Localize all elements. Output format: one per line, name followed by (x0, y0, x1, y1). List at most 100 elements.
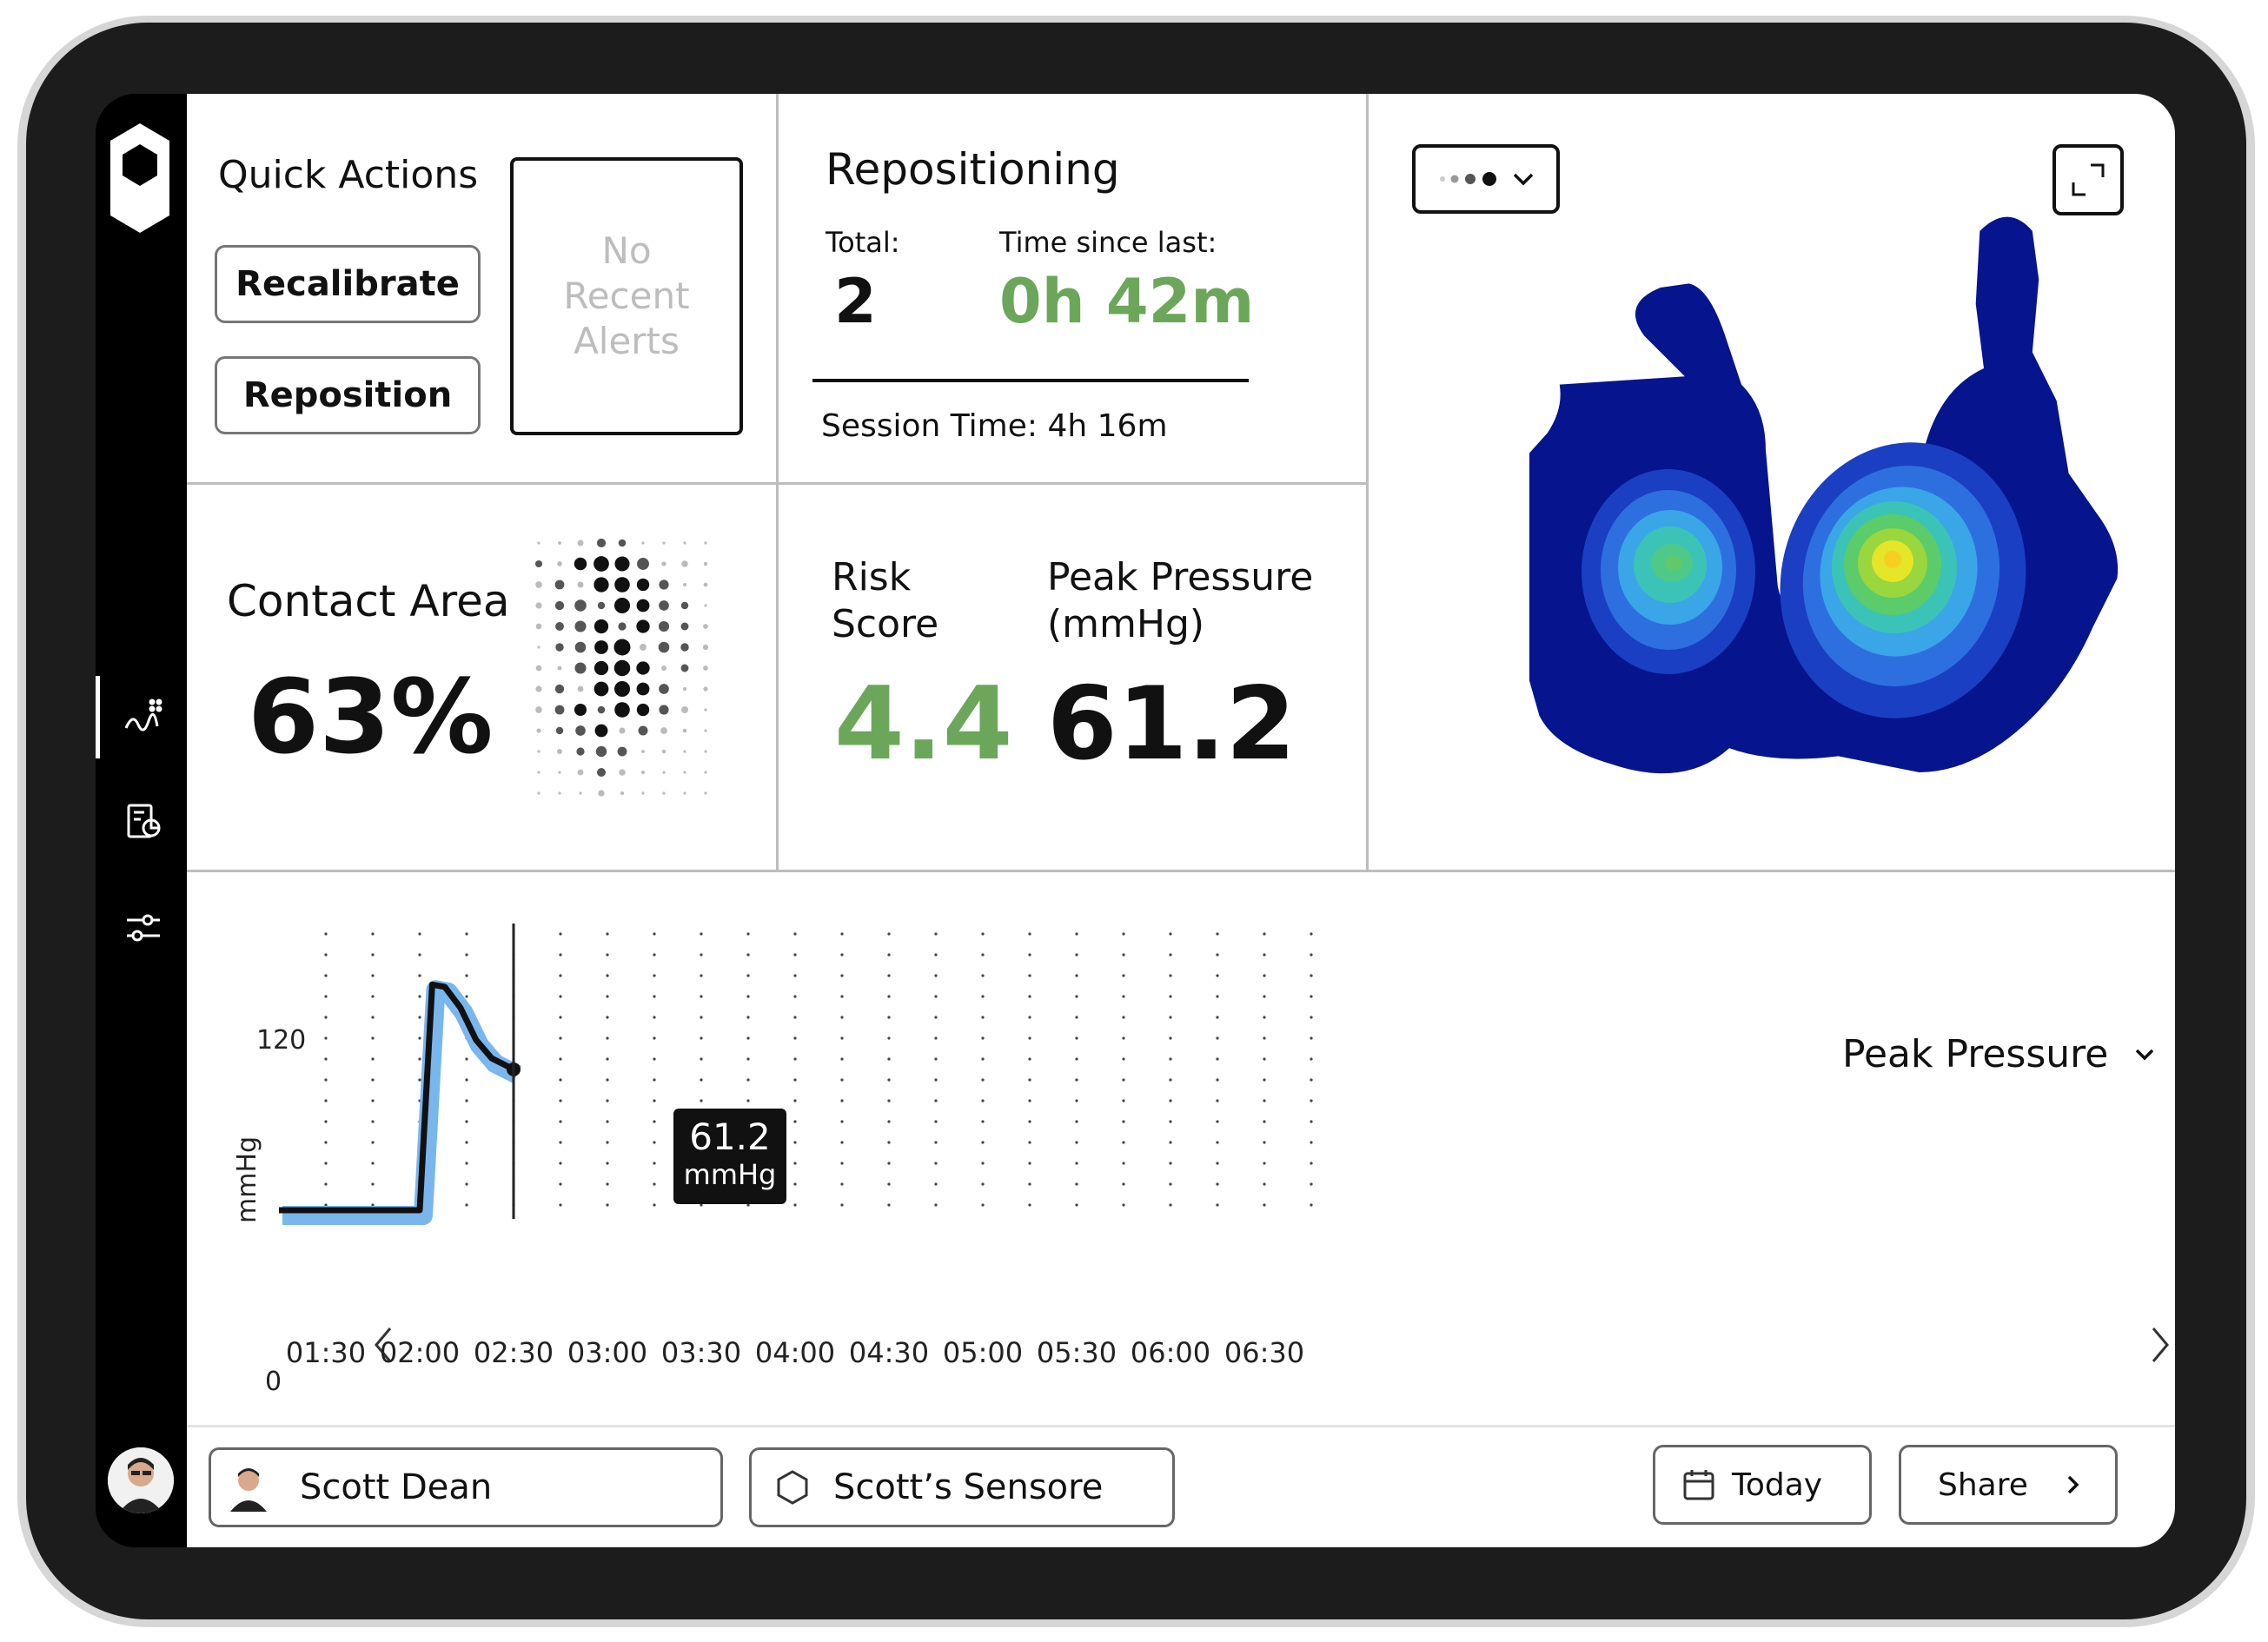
grid-dot (1169, 1182, 1172, 1186)
repositioning-divider (812, 379, 1249, 382)
contact-dot (683, 750, 686, 753)
chevron-left-icon (375, 1328, 392, 1362)
grid-dot (1122, 995, 1125, 998)
grid-dot (793, 1016, 797, 1019)
contact-dot (555, 643, 564, 652)
grid-dot (1028, 1203, 1031, 1207)
grid-dot (1075, 1203, 1078, 1207)
grid-dot (1310, 995, 1313, 998)
contact-dot (636, 578, 650, 592)
contact-dot (658, 620, 670, 632)
grid-dot (1169, 1057, 1172, 1061)
grid-dot (746, 932, 750, 936)
peak-label-line1: Peak Pressure (1047, 555, 1314, 599)
x-tick-label: 05:30 (1036, 1336, 1117, 1369)
contact-dot (537, 646, 540, 649)
grid-dot (1028, 1016, 1031, 1019)
user-name: Scott Dean (300, 1467, 493, 1507)
grid-dot (653, 974, 656, 977)
risk-score-label: Risk Score (832, 554, 938, 648)
chart-next-button[interactable] (2148, 1323, 2174, 1370)
sensor-selector[interactable]: Scott’s Sensore (749, 1447, 1175, 1527)
metric-selector-label: Peak Pressure (1842, 1032, 2109, 1076)
grid-dot (1263, 1120, 1266, 1123)
grid-dot (1310, 1016, 1313, 1019)
grid-dot (700, 1036, 703, 1040)
grid-dot (934, 1057, 938, 1061)
grid-dot (1075, 1036, 1078, 1040)
grid-dot (418, 1016, 421, 1019)
grid-dot (1263, 1057, 1266, 1061)
grid-dot (934, 953, 938, 957)
contact-dot (638, 725, 648, 736)
y-tick-bottom: 0 (265, 1367, 282, 1397)
grid-dot (746, 1203, 750, 1207)
grid-dot (981, 953, 985, 957)
contact-area-dot-map (534, 538, 709, 797)
grid-dot (981, 1078, 985, 1082)
contact-dot (535, 685, 542, 692)
pressure-chart (278, 924, 1313, 1225)
date-picker-button[interactable]: Today (1653, 1445, 1872, 1525)
contact-dot (636, 599, 650, 612)
x-tick-label: 02:30 (473, 1336, 554, 1369)
contact-dot (614, 702, 630, 718)
alerts-panel: No Recent Alerts (510, 157, 743, 435)
expand-button[interactable] (2052, 144, 2124, 215)
metric-selector[interactable]: Peak Pressure (1842, 1032, 2155, 1076)
x-tick-label: 04:30 (848, 1336, 930, 1369)
expand-icon (2072, 163, 2105, 196)
logo-icon (109, 122, 171, 238)
grid-dot (1310, 1120, 1313, 1123)
time-since-label: Time since last: (999, 226, 1217, 259)
active-nav-indicator (96, 676, 100, 758)
avatar[interactable] (108, 1447, 174, 1513)
recalibrate-button[interactable]: Recalibrate (215, 245, 481, 323)
grid-dot (1216, 953, 1219, 957)
user-selector[interactable]: Scott Dean (209, 1447, 723, 1527)
contact-dot (558, 541, 561, 545)
contact-dot (554, 579, 565, 590)
nav-analytics-icon[interactable] (117, 690, 169, 742)
grid-dot (418, 1057, 421, 1061)
grid-dot (700, 1016, 703, 1019)
grid-dot (1028, 932, 1031, 936)
chevron-right-icon (2152, 1328, 2169, 1362)
grid-dot (1028, 1036, 1031, 1040)
contact-dot (681, 706, 688, 713)
grid-dot (324, 995, 328, 998)
contact-dot (535, 706, 542, 713)
grid-dot (606, 1016, 609, 1019)
nav-report-icon[interactable] (117, 796, 169, 848)
grid-dot (1263, 932, 1266, 936)
grid-dot (1169, 1099, 1172, 1102)
date-label: Today (1732, 1467, 1823, 1503)
grid-dot (1263, 995, 1266, 998)
reposition-button[interactable]: Reposition (215, 356, 481, 434)
grid-dot (840, 932, 844, 936)
grid-dot (1169, 1120, 1172, 1123)
contact-dot (682, 686, 687, 692)
grid-dot (934, 1141, 938, 1144)
y-axis-label: mmHg (232, 1135, 262, 1223)
grid-dot (1216, 995, 1219, 998)
view-selector-dropdown[interactable] (1412, 144, 1560, 214)
grid-dot (1122, 953, 1125, 957)
grid-dot (465, 1182, 468, 1186)
grid-dot (887, 1036, 891, 1040)
contact-dot (596, 538, 607, 548)
grid-dot (934, 1099, 938, 1102)
grid-dot (793, 1203, 797, 1207)
share-button[interactable]: Share (1899, 1445, 2118, 1525)
grid-dot (324, 1036, 328, 1040)
contact-dot (680, 664, 689, 672)
contact-dot (558, 771, 561, 774)
grid-dot (746, 995, 750, 998)
grid-dot (1075, 1141, 1078, 1144)
chart-prev-button[interactable] (369, 1323, 395, 1370)
grid-dot (559, 1016, 562, 1019)
grid-dot (465, 1120, 468, 1123)
grid-dot (887, 953, 891, 957)
nav-settings-sliders-icon[interactable] (117, 902, 169, 954)
grid-dot (559, 1141, 562, 1144)
